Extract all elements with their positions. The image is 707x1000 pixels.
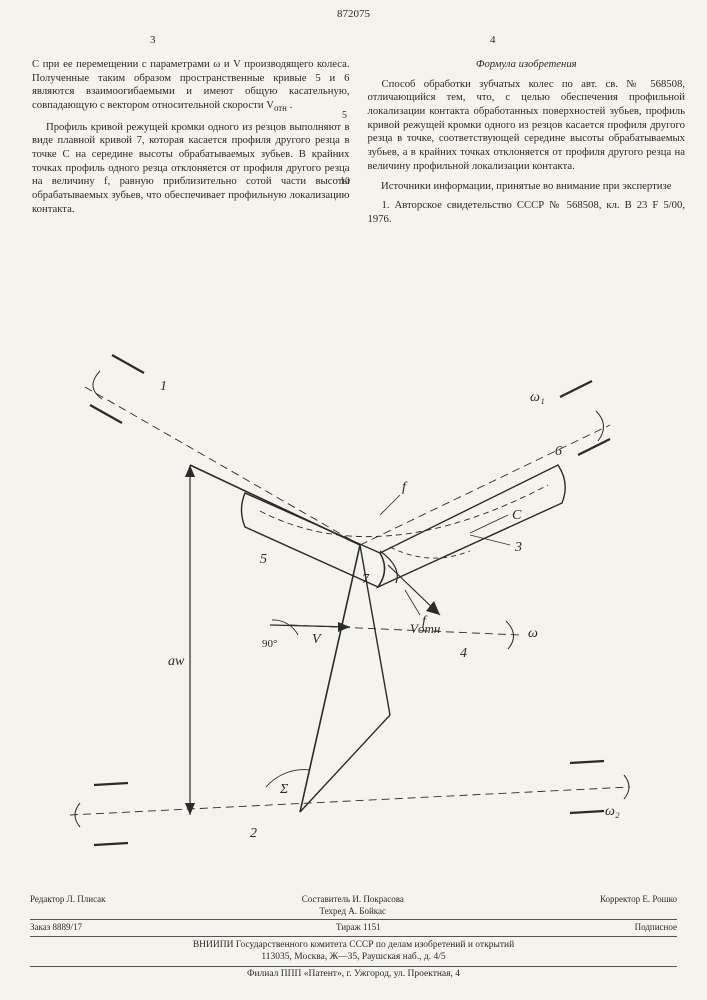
corrector-credit: Корректор Е. Рошко <box>600 894 677 917</box>
fig-label-7: 7 <box>362 572 370 587</box>
fig-label-V: V <box>312 632 322 647</box>
col-number-right: 4 <box>490 34 496 46</box>
fig-label-2: 2 <box>250 826 257 841</box>
fig-label-w2: ω₂ <box>605 804 620 819</box>
fig-label-5: 5 <box>260 552 267 567</box>
fig-label-90: 90° <box>262 638 277 650</box>
footer-addr1: 113035, Москва, Ж—35, Раушская наб., д. … <box>30 951 677 963</box>
right-column: Формула изобретения Способ обработки зуб… <box>368 58 686 233</box>
text-columns: С при ее перемещении с параметрами ω и V… <box>32 58 685 233</box>
order-num: Заказ 8889/17 <box>30 922 82 934</box>
fig-label-f1: f <box>402 480 408 495</box>
line-marker-10: 10 <box>340 176 350 187</box>
fig-label-1: 1 <box>160 379 167 394</box>
footer-order-line: Заказ 8889/17 Тираж 1151 Подписное <box>30 922 677 937</box>
footer-org: ВНИИПИ Государственного комитета СССР по… <box>30 939 677 951</box>
fig-label-sigma: Σ <box>279 782 289 797</box>
fig-label-w: ω <box>528 626 538 641</box>
fig-label-aw: aw <box>168 654 185 669</box>
footer-addr2: Филиал ППП «Патент», г. Ужгород, ул. Про… <box>30 966 677 980</box>
line-marker-5: 5 <box>342 110 347 121</box>
right-p1: Способ обработки зубчатых колес по авт. … <box>368 78 686 174</box>
figure-svg: 1 2 3 4 5 6 7 ω₁ ω₂ ω V Vотн aw 90° Σ f … <box>50 315 650 875</box>
fig-label-4: 4 <box>460 646 467 661</box>
editor-credit: Редактор Л. Плисак <box>30 894 106 917</box>
fig-label-3: 3 <box>514 540 522 555</box>
fig-label-w1: ω₁ <box>530 390 545 405</box>
patent-number: 872075 <box>337 8 370 20</box>
composer-credit: Составитель И. ПокрасоваТехред А. Бойкас <box>302 894 404 917</box>
left-p1: С при ее перемещении с параметрами ω и V… <box>32 58 350 115</box>
subscription: Подписное <box>635 922 677 934</box>
formula-title: Формула изобретения <box>368 58 686 72</box>
fig-label-6: 6 <box>555 444 562 459</box>
col-number-left: 3 <box>150 34 156 46</box>
footer: Редактор Л. Плисак Составитель И. Покрас… <box>30 894 677 980</box>
footer-credits-1: Редактор Л. Плисак Составитель И. Покрас… <box>30 894 677 920</box>
left-column: С при ее перемещении с параметрами ω и V… <box>32 58 350 233</box>
source-1: 1. Авторское свидетельство СССР № 568508… <box>368 199 686 226</box>
patent-page: 872075 3 4 5 10 С при ее перемещении с п… <box>0 0 707 1000</box>
technical-figure: 1 2 3 4 5 6 7 ω₁ ω₂ ω V Vотн aw 90° Σ f … <box>50 315 650 875</box>
tirage: Тираж 1151 <box>336 922 381 934</box>
left-p2: Профиль кривой режущей кромки одного из … <box>32 121 350 217</box>
fig-label-C: C <box>512 508 522 523</box>
sources-title: Источники информации, принятые во вниман… <box>368 180 686 194</box>
